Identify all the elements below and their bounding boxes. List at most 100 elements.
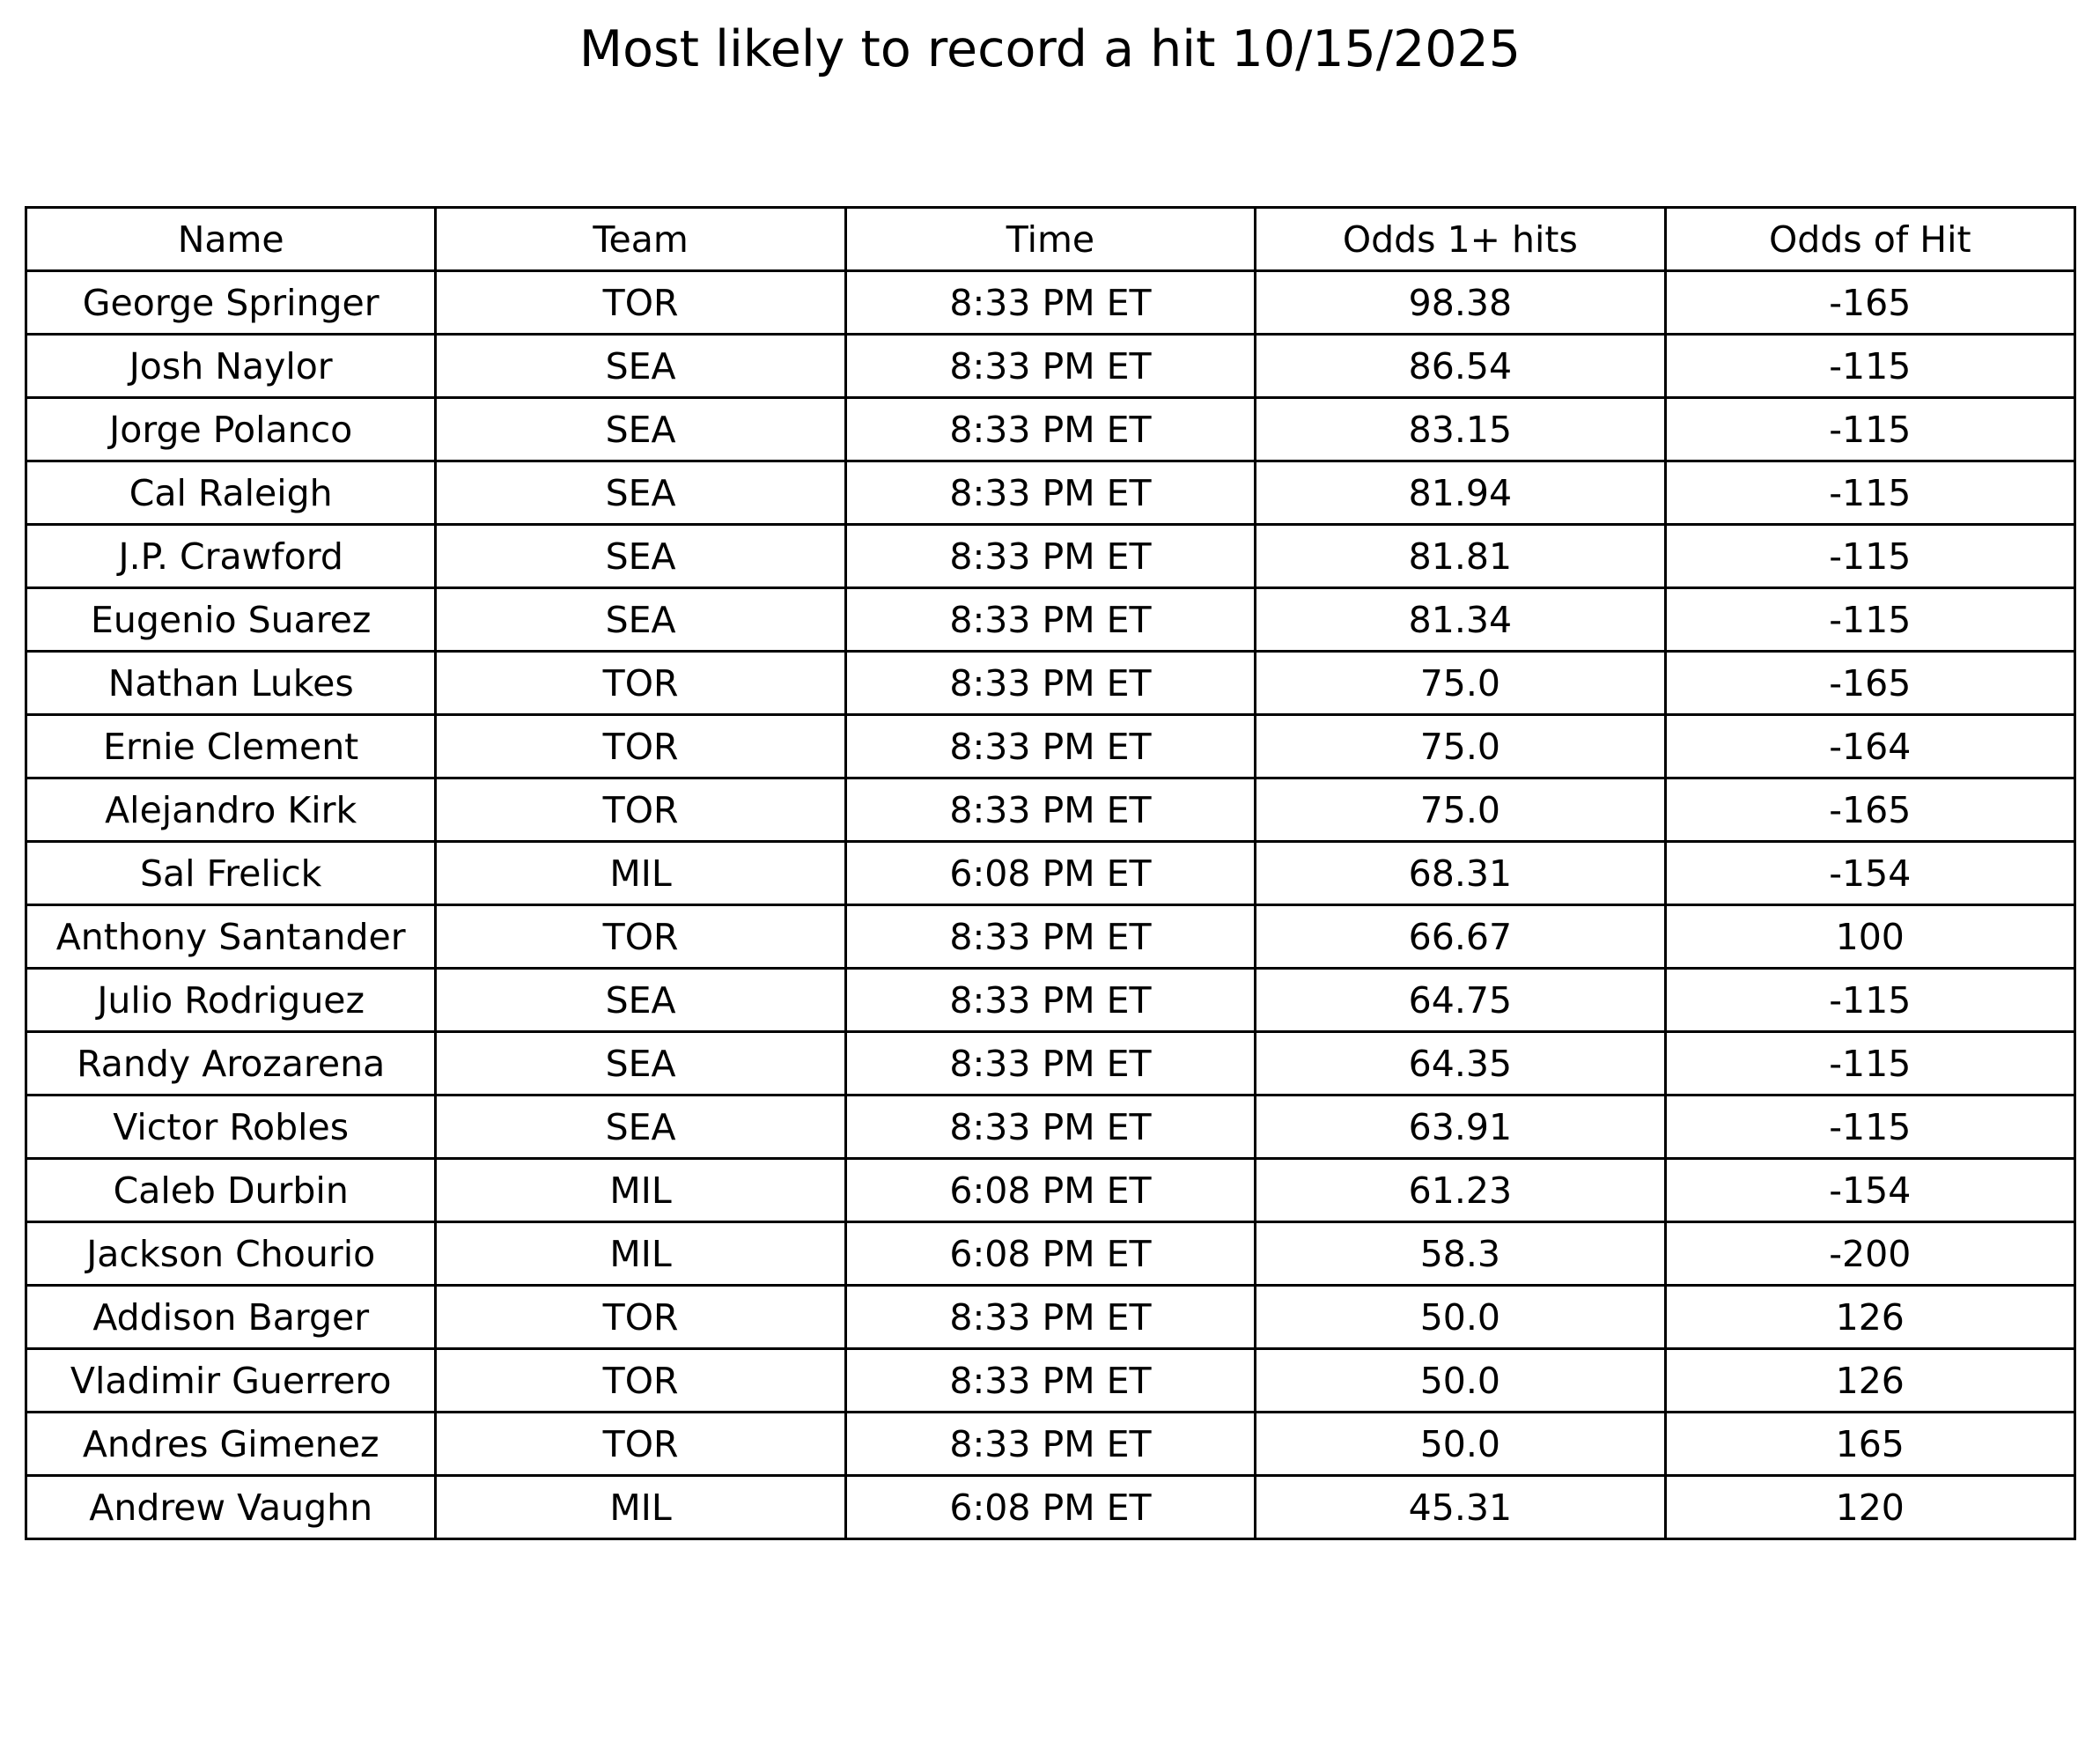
- cell-name: Andres Gimenez: [24, 1411, 438, 1477]
- cell-name: Alejandro Kirk: [24, 777, 438, 843]
- table-row: Randy Arozarena SEA 8:33 PM ET 64.35 -115: [24, 1030, 2077, 1096]
- cell-odds-1-plus-hits: 50.0: [1254, 1347, 1667, 1413]
- cell-odds-1-plus-hits: 75.0: [1254, 777, 1667, 843]
- cell-name: Vladimir Guerrero: [24, 1347, 438, 1413]
- table-row: Nathan Lukes TOR 8:33 PM ET 75.0 -165: [24, 650, 2077, 716]
- cell-name: Eugenio Suarez: [24, 586, 438, 653]
- table-row: Jorge Polanco SEA 8:33 PM ET 83.15 -115: [24, 396, 2077, 462]
- cell-odds-1-plus-hits: 81.34: [1254, 586, 1667, 653]
- cell-odds-of-hit: -115: [1663, 586, 2077, 653]
- cell-odds-1-plus-hits: 61.23: [1254, 1157, 1667, 1223]
- cell-odds-of-hit: -165: [1663, 777, 2077, 843]
- chart-title: Most likely to record a hit 10/15/2025: [578, 20, 1522, 78]
- cell-time: 8:33 PM ET: [844, 713, 1257, 779]
- cell-name: Randy Arozarena: [24, 1030, 438, 1096]
- cell-odds-1-plus-hits: 81.94: [1254, 460, 1667, 526]
- cell-odds-1-plus-hits: 98.38: [1254, 269, 1667, 336]
- cell-odds-of-hit: 100: [1663, 904, 2077, 970]
- cell-time: 8:33 PM ET: [844, 1347, 1257, 1413]
- cell-name: Andrew Vaughn: [24, 1474, 438, 1540]
- cell-team: SEA: [434, 1094, 847, 1160]
- table-row: Alejandro Kirk TOR 8:33 PM ET 75.0 -165: [24, 777, 2077, 843]
- column-header-team: Team: [434, 206, 847, 272]
- cell-odds-1-plus-hits: 64.35: [1254, 1030, 1667, 1096]
- cell-time: 8:33 PM ET: [844, 333, 1257, 399]
- cell-team: TOR: [434, 1411, 847, 1477]
- table-body: George Springer TOR 8:33 PM ET 98.38 -165 Jos…: [24, 269, 2077, 1540]
- cell-team: TOR: [434, 1284, 847, 1350]
- cell-time: 8:33 PM ET: [844, 396, 1257, 462]
- cell-time: 6:08 PM ET: [844, 1474, 1257, 1540]
- cell-time: 8:33 PM ET: [844, 1094, 1257, 1160]
- cell-time: 8:33 PM ET: [844, 777, 1257, 843]
- cell-name: Caleb Durbin: [24, 1157, 438, 1223]
- cell-team: MIL: [434, 1221, 847, 1287]
- cell-name: Sal Frelick: [24, 840, 438, 906]
- table-row: Addison Barger TOR 8:33 PM ET 50.0 126: [24, 1284, 2077, 1350]
- cell-name: Nathan Lukes: [24, 650, 438, 716]
- cell-odds-of-hit: 126: [1663, 1347, 2077, 1413]
- cell-odds-1-plus-hits: 66.67: [1254, 904, 1667, 970]
- cell-team: TOR: [434, 713, 847, 779]
- cell-odds-of-hit: -115: [1663, 967, 2077, 1033]
- column-header-odds-1-plus-hits: Odds 1+ hits: [1254, 206, 1667, 272]
- cell-team: TOR: [434, 904, 847, 970]
- cell-odds-of-hit: -115: [1663, 1094, 2077, 1160]
- cell-time: 8:33 PM ET: [844, 586, 1257, 653]
- cell-odds-1-plus-hits: 63.91: [1254, 1094, 1667, 1160]
- cell-time: 8:33 PM ET: [844, 1284, 1257, 1350]
- cell-team: SEA: [434, 1030, 847, 1096]
- cell-odds-of-hit: -115: [1663, 396, 2077, 462]
- cell-odds-1-plus-hits: 81.81: [1254, 523, 1667, 589]
- cell-time: 8:33 PM ET: [844, 650, 1257, 716]
- cell-odds-of-hit: -200: [1663, 1221, 2077, 1287]
- cell-name: Addison Barger: [24, 1284, 438, 1350]
- table-row: Josh Naylor SEA 8:33 PM ET 86.54 -115: [24, 333, 2077, 399]
- odds-table: Name Team Time Odds 1+ hits Odds of Hit Geor…: [24, 206, 2077, 1540]
- cell-team: TOR: [434, 269, 847, 336]
- cell-team: SEA: [434, 460, 847, 526]
- cell-team: SEA: [434, 523, 847, 589]
- table-row: J.P. Crawford SEA 8:33 PM ET 81.81 -115: [24, 523, 2077, 589]
- cell-name: Anthony Santander: [24, 904, 438, 970]
- cell-name: J.P. Crawford: [24, 523, 438, 589]
- cell-odds-of-hit: -165: [1663, 269, 2077, 336]
- cell-odds-of-hit: -115: [1663, 523, 2077, 589]
- table-row: Sal Frelick MIL 6:08 PM ET 68.31 -154: [24, 840, 2077, 906]
- table-row: George Springer TOR 8:33 PM ET 98.38 -165: [24, 269, 2077, 336]
- table-row: Jackson Chourio MIL 6:08 PM ET 58.3 -200: [24, 1221, 2077, 1287]
- cell-name: Josh Naylor: [24, 333, 438, 399]
- cell-team: MIL: [434, 1157, 847, 1223]
- table-row: Julio Rodriguez SEA 8:33 PM ET 64.75 -115: [24, 967, 2077, 1033]
- cell-name: Victor Robles: [24, 1094, 438, 1160]
- cell-team: SEA: [434, 396, 847, 462]
- cell-odds-of-hit: -165: [1663, 650, 2077, 716]
- cell-name: George Springer: [24, 269, 438, 336]
- cell-name: Jorge Polanco: [24, 396, 438, 462]
- table-row: Anthony Santander TOR 8:33 PM ET 66.67 100: [24, 904, 2077, 970]
- cell-odds-of-hit: -154: [1663, 840, 2077, 906]
- cell-time: 8:33 PM ET: [844, 523, 1257, 589]
- table-row: Andres Gimenez TOR 8:33 PM ET 50.0 165: [24, 1411, 2077, 1477]
- cell-team: SEA: [434, 586, 847, 653]
- cell-team: TOR: [434, 650, 847, 716]
- cell-odds-1-plus-hits: 75.0: [1254, 650, 1667, 716]
- cell-odds-1-plus-hits: 50.0: [1254, 1411, 1667, 1477]
- cell-odds-of-hit: 120: [1663, 1474, 2077, 1540]
- column-header-odds-of-hit: Odds of Hit: [1663, 206, 2077, 272]
- cell-team: SEA: [434, 967, 847, 1033]
- cell-time: 8:33 PM ET: [844, 269, 1257, 336]
- cell-odds-1-plus-hits: 83.15: [1254, 396, 1667, 462]
- cell-time: 8:33 PM ET: [844, 1030, 1257, 1096]
- cell-team: TOR: [434, 1347, 847, 1413]
- cell-odds-1-plus-hits: 86.54: [1254, 333, 1667, 399]
- cell-name: Ernie Clement: [24, 713, 438, 779]
- cell-time: 8:33 PM ET: [844, 460, 1257, 526]
- cell-odds-1-plus-hits: 64.75: [1254, 967, 1667, 1033]
- column-header-name: Name: [24, 206, 438, 272]
- cell-name: Cal Raleigh: [24, 460, 438, 526]
- cell-time: 6:08 PM ET: [844, 840, 1257, 906]
- table-row: Ernie Clement TOR 8:33 PM ET 75.0 -164: [24, 713, 2077, 779]
- cell-odds-1-plus-hits: 75.0: [1254, 713, 1667, 779]
- cell-odds-of-hit: 126: [1663, 1284, 2077, 1350]
